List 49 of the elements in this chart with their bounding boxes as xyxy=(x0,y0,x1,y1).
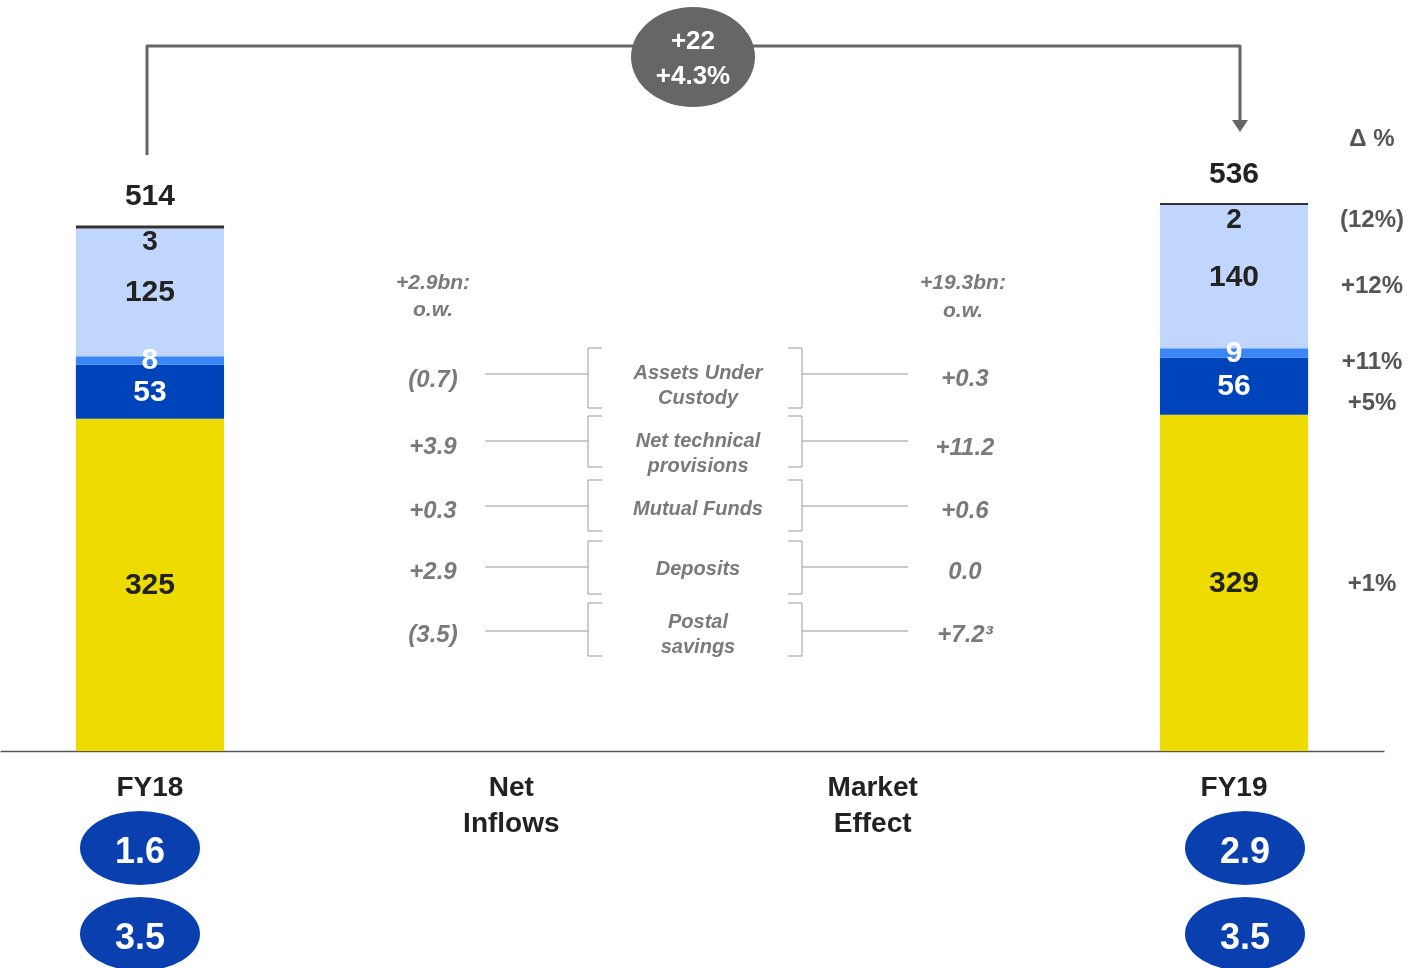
annotation: +5% xyxy=(1347,387,1397,415)
text: 3.5 xyxy=(1219,915,1271,957)
x-tick-label: Net Inflows xyxy=(463,770,560,838)
annotation: +0.3 xyxy=(409,495,458,523)
total-label: 536 xyxy=(1209,156,1260,189)
annotation: +1% xyxy=(1347,568,1397,596)
bar xyxy=(75,418,225,751)
annotation: +0.6 xyxy=(941,495,990,523)
annotation: 0.0 xyxy=(948,556,983,584)
annotation: o.w. xyxy=(942,297,984,321)
annotation: +3.9 xyxy=(409,431,458,459)
annotation: +19.3bn: xyxy=(920,269,1006,293)
annotation: +11.2 xyxy=(935,432,996,460)
annotation: Mutual Funds xyxy=(633,497,763,519)
annotation: +2.9 xyxy=(409,556,458,584)
annotation: +2.9bn: xyxy=(395,269,471,293)
text: Δ % xyxy=(1349,123,1395,151)
annotation: o.w. xyxy=(412,296,454,320)
annotation: Assets Under Custody xyxy=(632,360,764,408)
data-label: 125 xyxy=(124,274,175,308)
x-tick-label: FY19 xyxy=(1200,770,1268,802)
annotation: (3.5) xyxy=(408,619,458,647)
annotation: +7.2³ xyxy=(937,619,994,647)
text: +22 xyxy=(670,25,716,55)
text: 1.6 xyxy=(114,829,166,871)
data-label: 3 xyxy=(142,225,158,257)
annotation: Net technical provisions xyxy=(635,428,761,476)
annotation: +0.3 xyxy=(941,363,990,391)
text: 3.5 xyxy=(114,915,166,957)
total-label: 514 xyxy=(124,178,176,212)
annotation: +11% xyxy=(1341,346,1403,374)
x-tick-label: Market Effect xyxy=(827,770,918,838)
data-label: 325 xyxy=(124,566,175,600)
data-label: 2 xyxy=(1226,203,1242,234)
annotation: Postal savings xyxy=(660,609,736,657)
bar xyxy=(1159,414,1309,751)
bar xyxy=(75,225,225,229)
annotation: Deposits xyxy=(655,557,741,579)
annotation: (0.7) xyxy=(408,364,458,392)
data-label: 53 xyxy=(133,373,167,407)
data-label: 140 xyxy=(1209,258,1260,292)
x-tick-label: FY18 xyxy=(116,770,184,802)
bar xyxy=(1159,203,1309,206)
text: 2.9 xyxy=(1219,829,1271,871)
data-label: 56 xyxy=(1217,368,1251,402)
annotation: (12%) xyxy=(1339,204,1405,232)
data-label: 329 xyxy=(1209,564,1260,598)
annotation: +12% xyxy=(1340,270,1404,298)
text: +4.3% xyxy=(655,60,731,90)
